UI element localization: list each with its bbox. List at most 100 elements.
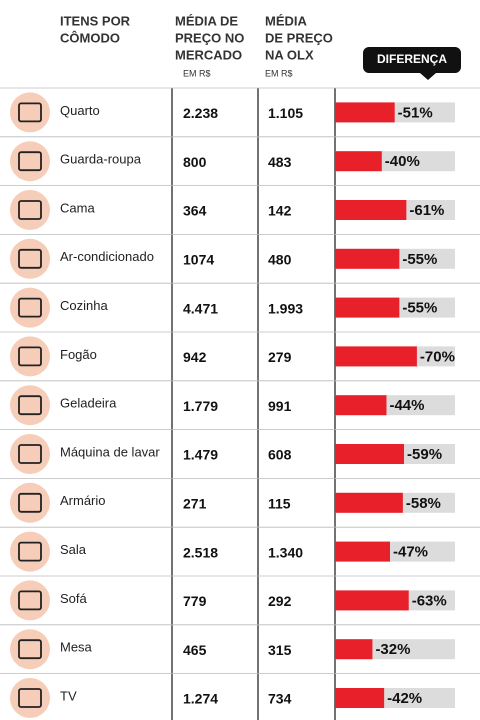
column-header: NA OLX <box>265 47 314 62</box>
item-icon-glyph <box>18 444 42 464</box>
olx-price: 480 <box>268 252 292 268</box>
difference-label: -59% <box>407 446 442 463</box>
difference-bar <box>335 200 407 220</box>
item-icon-glyph <box>18 492 42 513</box>
difference-bar <box>335 346 417 367</box>
difference-bar <box>335 102 395 123</box>
item-icon <box>10 92 50 133</box>
item-icon <box>10 287 50 328</box>
item-icon <box>10 629 50 670</box>
olx-price: 734 <box>268 691 292 707</box>
item-label: Quarto <box>60 103 100 118</box>
difference-label: -47% <box>393 544 428 561</box>
market-price: 1.274 <box>183 691 218 707</box>
item-icon-glyph <box>18 688 42 708</box>
item-icon <box>10 336 50 377</box>
column-header: MÉDIA DE <box>175 13 238 28</box>
item-icon <box>10 141 50 182</box>
item-icon-glyph <box>18 639 42 660</box>
difference-label: -63% <box>412 592 447 609</box>
item-icon-glyph <box>18 151 42 172</box>
difference-label: -44% <box>389 397 424 414</box>
item-icon-glyph <box>18 248 42 269</box>
market-price: 4.471 <box>183 300 218 316</box>
market-price: 2.238 <box>183 105 218 121</box>
olx-price: 315 <box>268 642 292 658</box>
item-label: Sala <box>60 542 87 557</box>
difference-label: -32% <box>375 641 410 658</box>
olx-price: 483 <box>268 154 292 170</box>
market-price: 1.779 <box>183 398 218 414</box>
difference-bar <box>335 444 405 464</box>
item-label: Cozinha <box>60 298 108 313</box>
olx-unit: EM R$ <box>265 68 293 78</box>
olx-price: 115 <box>268 496 291 512</box>
difference-bar <box>335 151 382 172</box>
difference-label: -55% <box>402 300 437 317</box>
market-price: 1.479 <box>183 447 218 463</box>
difference-bar <box>335 688 385 708</box>
olx-price: 1.993 <box>268 300 303 316</box>
market-price: 364 <box>183 203 207 219</box>
item-icon-glyph <box>18 297 42 318</box>
item-label: Mesa <box>60 640 93 655</box>
item-label: Ar-condicionado <box>60 249 154 264</box>
column-header: MERCADO <box>175 47 242 62</box>
difference-label: -58% <box>406 495 441 512</box>
item-icon-glyph <box>18 541 42 562</box>
item-icon <box>10 434 50 474</box>
market-price: 1074 <box>183 252 214 268</box>
item-icon-glyph <box>18 395 42 416</box>
difference-label: -70% <box>420 348 455 365</box>
column-header: CÔMODO <box>60 30 120 45</box>
difference-label: -55% <box>402 251 437 268</box>
column-header: PREÇO NO <box>175 30 244 45</box>
difference-header-box <box>363 47 461 73</box>
difference-bar <box>335 492 403 513</box>
column-header: ITENS POR <box>60 13 131 28</box>
difference-label: -61% <box>409 202 444 219</box>
item-icon <box>10 678 50 718</box>
olx-price: 142 <box>268 203 292 219</box>
olx-price: 608 <box>268 447 292 463</box>
item-label: Fogão <box>60 347 97 362</box>
market-price: 779 <box>183 593 207 609</box>
item-icon <box>10 482 50 523</box>
item-label: Geladeira <box>60 396 117 411</box>
item-icon-glyph <box>18 346 42 367</box>
item-label: Sofá <box>60 591 88 606</box>
item-icon-glyph <box>18 102 42 123</box>
item-icon-glyph <box>18 200 42 220</box>
difference-bar <box>335 297 400 318</box>
difference-bar <box>335 248 400 269</box>
item-icon-glyph <box>18 590 42 611</box>
market-price: 2.518 <box>183 544 218 560</box>
difference-bar <box>335 395 387 416</box>
difference-header: DIFERENÇA <box>377 52 447 66</box>
market-price: 800 <box>183 154 207 170</box>
difference-label: -40% <box>385 153 420 170</box>
olx-price: 279 <box>268 349 292 365</box>
column-header: DE PREÇO <box>265 30 333 45</box>
item-label: Armário <box>60 493 106 508</box>
item-icon <box>10 580 50 621</box>
item-label: Cama <box>60 200 95 215</box>
olx-price: 1.340 <box>268 544 303 560</box>
olx-price: 1.105 <box>268 105 303 121</box>
market-price: 942 <box>183 349 207 365</box>
olx-price: 991 <box>268 398 292 414</box>
item-icon <box>10 531 50 572</box>
item-icon <box>10 190 50 230</box>
item-icon <box>10 385 50 426</box>
column-header: MÉDIA <box>265 13 308 28</box>
market-price: 465 <box>183 642 207 658</box>
item-icon <box>10 238 50 279</box>
header-pointer <box>420 73 436 80</box>
difference-bar <box>335 639 373 660</box>
market-unit: EM R$ <box>183 68 211 78</box>
olx-price: 292 <box>268 593 292 609</box>
item-label: Máquina de lavar <box>60 444 160 459</box>
difference-bar <box>335 541 390 562</box>
item-label: TV <box>60 688 77 703</box>
